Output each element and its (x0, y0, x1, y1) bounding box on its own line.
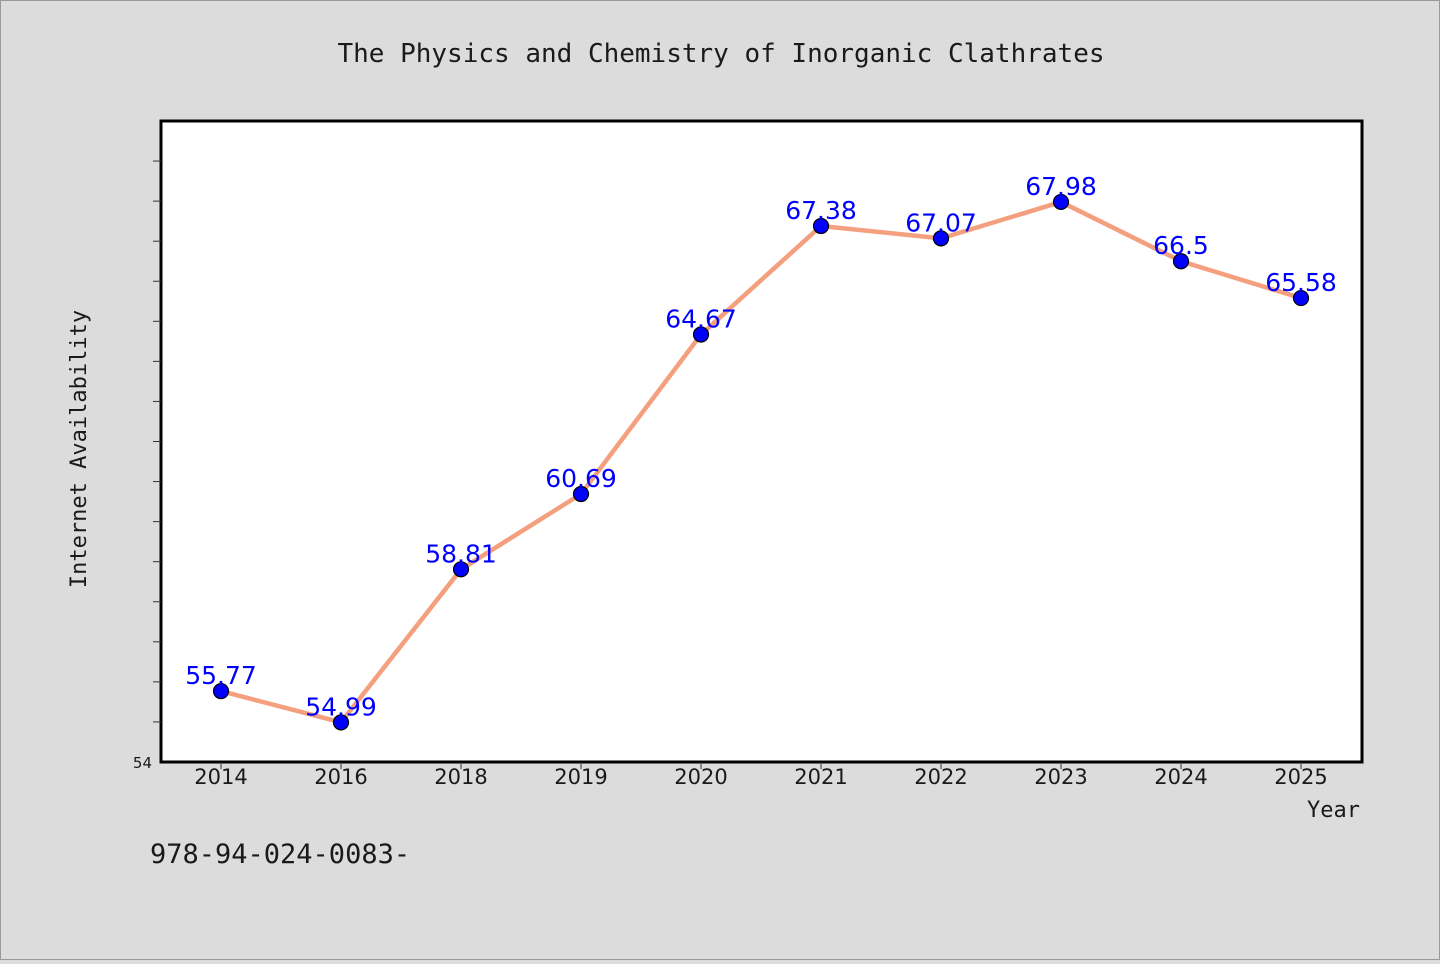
footnote-isbn: 978-94-024-0083- (150, 839, 410, 870)
data-label: 65.58 (1265, 268, 1337, 297)
x-tick-label: 2021 (794, 765, 847, 789)
series-line (218, 199, 1304, 725)
data-point-marker (212, 682, 230, 700)
data-label-layer: 55.77 54.99 58.81 60.69 64.67 67.38 67.07 67.98… (185, 172, 1337, 721)
data-label: 66.5 (1153, 231, 1209, 260)
x-axis-label: Year (1307, 798, 1360, 823)
data-point-marker (1292, 289, 1310, 307)
y-axis-label: Internet Availability (67, 310, 92, 588)
data-point-marker (452, 561, 470, 578)
chart-title: The Physics and Chemistry of Inorganic C… (337, 39, 1104, 69)
x-tick-label: 2014 (194, 765, 247, 789)
x-tick-label: 2024 (1154, 765, 1207, 789)
x-axis-ticks: 2014 2016 2018 2019 2020 2021 2022 2023 2024 2025 (194, 762, 1328, 789)
x-tick-label: 2018 (434, 765, 487, 789)
x-tick-label: 2019 (554, 765, 607, 789)
x-tick-label: 2020 (674, 765, 727, 789)
x-tick-label: 2016 (314, 765, 367, 789)
data-point-marker (932, 230, 950, 247)
data-point-marker (692, 326, 710, 343)
data-label: 60.69 (545, 464, 617, 493)
data-label: 55.77 (185, 661, 257, 690)
data-point-marker (812, 217, 830, 235)
data-label: 64.67 (665, 305, 737, 334)
plot-area (159, 119, 1364, 764)
data-label: 58.81 (425, 539, 497, 568)
data-point-marker (572, 485, 590, 503)
y-axis-min-label: 54 (133, 754, 152, 772)
data-point-marker (1172, 253, 1190, 270)
data-point-marker (332, 714, 350, 731)
data-label: 67.98 (1025, 172, 1097, 201)
marker-layer (212, 193, 1310, 731)
data-label: 54.99 (305, 692, 377, 721)
x-tick-label: 2023 (1034, 765, 1087, 789)
data-label: 67.07 (905, 208, 977, 237)
x-tick-label: 2022 (914, 765, 967, 789)
data-point-marker (1052, 193, 1070, 211)
x-tick-label: 2025 (1274, 765, 1327, 789)
y-axis-ticks (153, 160, 161, 723)
series-layer (218, 199, 1304, 725)
data-label: 67.38 (785, 196, 857, 225)
